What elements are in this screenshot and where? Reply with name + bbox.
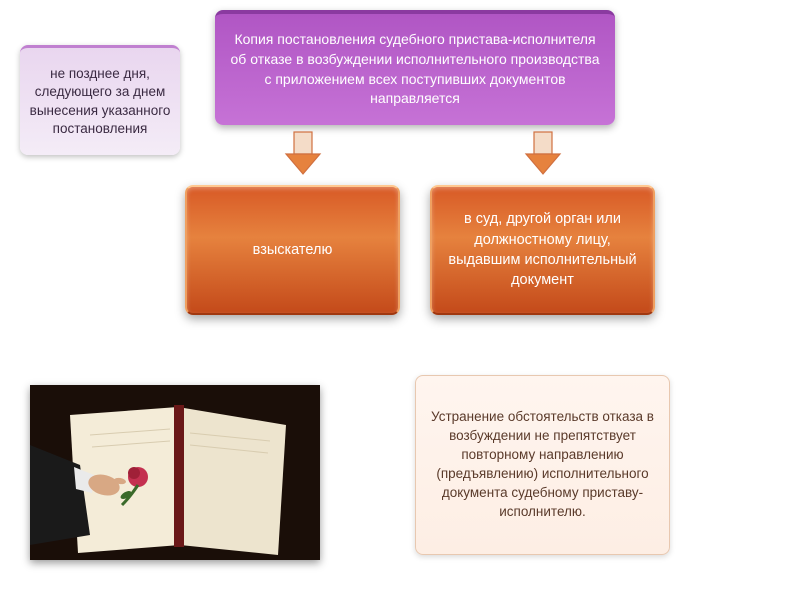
recipient-court-text: в суд, другой орган или должностному лиц…: [444, 209, 641, 290]
book-hand-illustration: [30, 385, 320, 560]
footnote-text: Устранение обстоятельств отказа в возбуж…: [430, 408, 655, 521]
arrow-right: [522, 130, 564, 178]
recipient-claimant-box: взыскателю: [185, 185, 400, 315]
decorative-photo: [30, 385, 320, 560]
recipient-court-box: в суд, другой орган или должностному лиц…: [430, 185, 655, 315]
footnote-box: Устранение обстоятельств отказа в возбуж…: [415, 375, 670, 555]
timing-note-box: не позднее дня, следующего за днем вынес…: [20, 45, 180, 155]
arrow-left: [282, 130, 324, 178]
main-header-text: Копия постановления судебного пристава-и…: [229, 30, 601, 108]
main-header-box: Копия постановления судебного пристава-и…: [215, 10, 615, 125]
timing-note-text: не позднее дня, следующего за днем вынес…: [28, 65, 172, 138]
recipient-claimant-text: взыскателю: [253, 240, 333, 260]
